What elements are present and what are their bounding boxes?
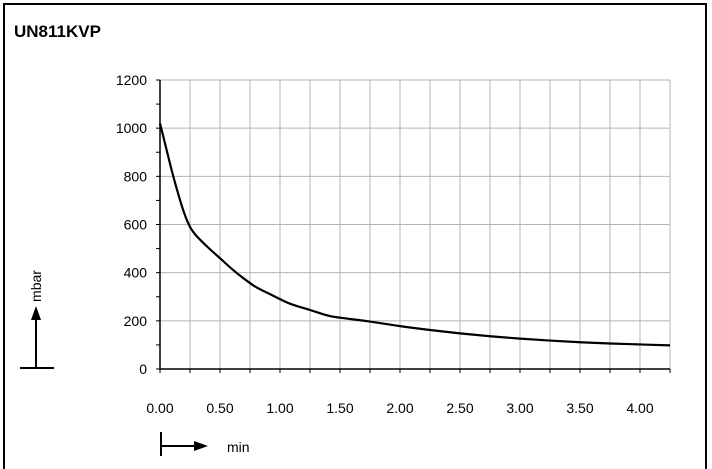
y-tick-label: 200 — [124, 313, 148, 329]
x-axis-arrow-icon — [160, 432, 208, 456]
x-tick-label: 1.50 — [326, 400, 353, 416]
y-tick-label: 1000 — [116, 120, 147, 136]
y-tick-label: 1200 — [116, 72, 147, 88]
x-tick-labels: 0.00 0.50 1.00 1.50 2.00 2.50 3.00 3.50 4.00 — [146, 400, 653, 416]
x-tick-label: 1.00 — [266, 400, 293, 416]
y-axis-arrow-icon — [20, 306, 54, 369]
chart-frame — [3, 3, 707, 469]
x-axis-label: min — [227, 439, 250, 455]
x-tick-label: 2.50 — [446, 400, 473, 416]
x-tick-label: 4.00 — [626, 400, 653, 416]
chart-title: UN811KVP — [14, 22, 101, 41]
y-tick-label: 600 — [124, 217, 148, 233]
y-axis-label: mbar — [28, 270, 44, 302]
grid-lines — [160, 79, 671, 369]
y-tick-labels: 0 200 400 600 800 1000 1200 — [116, 72, 147, 377]
y-tick-label: 0 — [139, 361, 147, 377]
pressure-curve — [158, 123, 671, 347]
y-tick-label: 400 — [124, 265, 148, 281]
x-tick-label: 3.00 — [506, 400, 533, 416]
x-tick-label: 2.00 — [386, 400, 413, 416]
y-tick-label: 800 — [124, 168, 148, 184]
x-tick-label: 3.50 — [566, 400, 593, 416]
axes — [156, 79, 671, 373]
x-tick-label: 0.00 — [146, 400, 173, 416]
x-tick-label: 0.50 — [206, 400, 233, 416]
